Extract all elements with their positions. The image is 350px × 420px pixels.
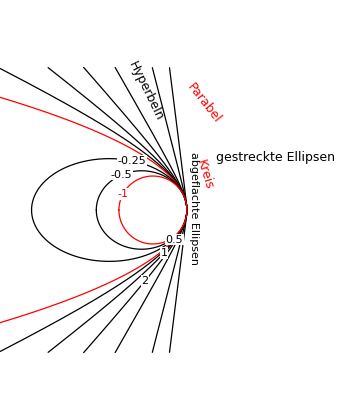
Text: gestreckte Ellipsen: gestreckte Ellipsen [216, 151, 335, 164]
Text: Kreis: Kreis [194, 158, 215, 191]
Text: Hyperbeln: Hyperbeln [126, 59, 166, 123]
Text: -1: -1 [118, 189, 128, 199]
Text: -0.25: -0.25 [117, 156, 146, 166]
Text: 0.5: 0.5 [166, 235, 183, 245]
Text: 1: 1 [161, 248, 168, 258]
Text: Parabel: Parabel [184, 81, 223, 126]
Text: -0.5: -0.5 [111, 170, 133, 180]
Text: 2: 2 [141, 276, 149, 286]
Text: abgeflachte Ellipsen: abgeflachte Ellipsen [189, 152, 200, 265]
